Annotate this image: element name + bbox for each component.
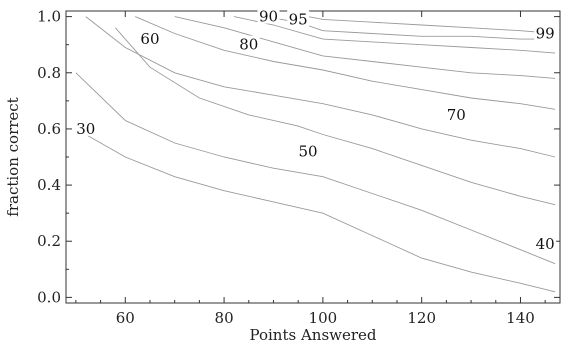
contour-label-background (287, 10, 310, 27)
contour-line-99 (308, 16, 556, 34)
x-tick-label: 80 (215, 309, 234, 327)
x-tick-label: 140 (506, 309, 535, 327)
contour-line-60 (85, 16, 556, 158)
contour-label-background (74, 119, 97, 136)
y-tick-label: 0.8 (37, 64, 61, 82)
y-tick-label: 0.0 (37, 288, 61, 306)
y-axis: 0.0 0.2 0.4 0.6 0.8 1.0 (37, 8, 560, 306)
contour-label-background (297, 142, 320, 159)
contour-label-80: 80 (239, 36, 258, 54)
contour-label-95: 95 (289, 10, 308, 28)
x-tick-label: 120 (407, 309, 436, 327)
x-tick-label: 60 (116, 309, 135, 327)
contour-label-90: 90 (259, 8, 278, 26)
y-tick-label: 1.0 (37, 8, 61, 26)
contour-label-background (534, 24, 557, 41)
contour-lines (75, 16, 556, 293)
y-tick-label: 0.4 (37, 176, 61, 194)
contour-line-70 (135, 16, 556, 110)
contour-label-30: 30 (76, 120, 95, 138)
contour-line-30 (75, 128, 556, 293)
contour-label-60: 60 (140, 30, 159, 48)
contour-line-40 (75, 72, 556, 265)
contour-label-99: 99 (536, 24, 555, 42)
contour-line-50 (115, 27, 556, 206)
contour-label-50: 50 (299, 142, 318, 160)
x-axis-title: Points Answered (249, 326, 376, 344)
contour-line-90 (233, 16, 556, 54)
x-tick-label: 100 (309, 309, 338, 327)
contour-label-background (138, 30, 161, 47)
contour-labels: 30 60 90 95 80 99 70 50 40 (74, 7, 557, 253)
y-tick-label: 0.6 (37, 120, 61, 138)
y-axis-title: fraction correct (4, 97, 22, 216)
y-tick-label: 0.2 (37, 232, 61, 250)
contour-label-background (257, 7, 280, 24)
contour-label-background (534, 235, 557, 252)
contour-label-40: 40 (536, 235, 555, 253)
contour-line-80 (174, 16, 556, 79)
x-axis: 60 80 100 120 140 (75, 11, 546, 327)
contour-label-background (445, 105, 468, 122)
contour-label-70: 70 (447, 106, 466, 124)
contour-label-background (237, 35, 260, 52)
